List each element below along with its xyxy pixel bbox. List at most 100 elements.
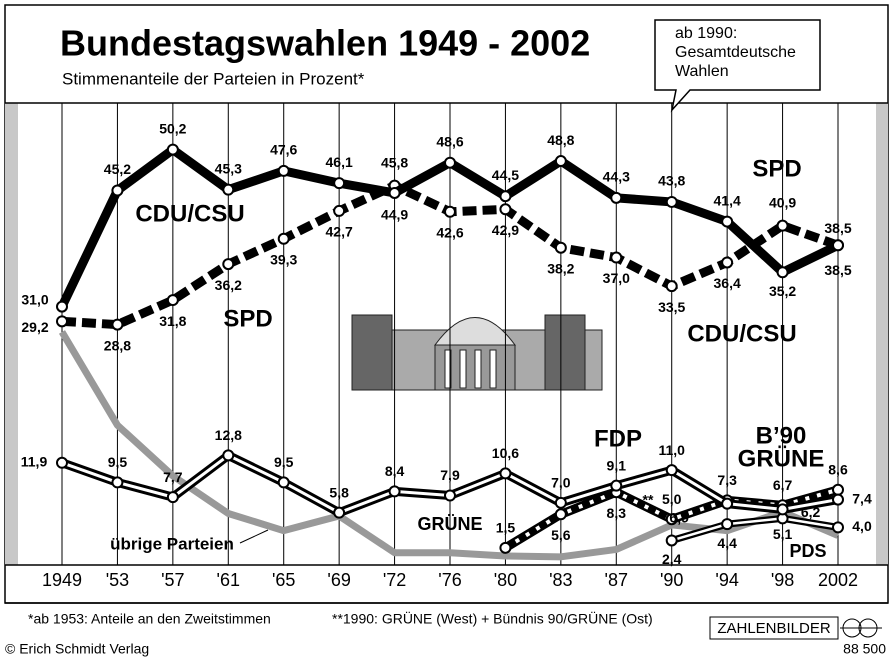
point bbox=[611, 481, 621, 491]
point bbox=[778, 267, 788, 277]
value-label: 47,6 bbox=[270, 142, 297, 158]
point bbox=[112, 477, 122, 487]
point bbox=[722, 217, 732, 227]
point bbox=[334, 508, 344, 518]
value-label: 5,8 bbox=[329, 484, 349, 500]
annotation: ** bbox=[643, 492, 654, 508]
value-label: 33,5 bbox=[658, 299, 685, 315]
point bbox=[556, 243, 566, 253]
callout-text: ab 1990: bbox=[675, 25, 737, 42]
point bbox=[334, 178, 344, 188]
point bbox=[611, 193, 621, 203]
point bbox=[390, 188, 400, 198]
x-tick-label: 1949 bbox=[42, 570, 82, 590]
x-tick-label: '57 bbox=[161, 570, 184, 590]
value-label: 35,2 bbox=[769, 283, 796, 299]
series-label: GRÜNE bbox=[417, 514, 482, 534]
point bbox=[168, 492, 178, 502]
point bbox=[500, 204, 510, 214]
value-label: 5,1 bbox=[773, 526, 793, 542]
value-label: 36,4 bbox=[714, 275, 741, 291]
value-label: 41,4 bbox=[714, 192, 741, 208]
x-tick-label: '94 bbox=[715, 570, 738, 590]
footnote: *ab 1953: Anteile an den Zweitstimmen bbox=[28, 611, 271, 627]
x-tick-label: '72 bbox=[383, 570, 406, 590]
value-label: 12,8 bbox=[215, 427, 242, 443]
value-label: 9,5 bbox=[108, 454, 128, 470]
value-label: 38,5 bbox=[824, 220, 851, 236]
x-tick-label: '98 bbox=[771, 570, 794, 590]
series-label: GRÜNE bbox=[738, 445, 825, 472]
point bbox=[500, 543, 510, 553]
point bbox=[667, 281, 677, 291]
point bbox=[445, 490, 455, 500]
value-label: 44,5 bbox=[492, 167, 519, 183]
series-label: CDU/CSU bbox=[135, 200, 244, 227]
value-label: 37,0 bbox=[603, 270, 630, 286]
x-tick-label: '90 bbox=[660, 570, 683, 590]
value-label: 36,2 bbox=[215, 277, 242, 293]
value-label: 42,7 bbox=[326, 224, 353, 240]
point bbox=[112, 320, 122, 330]
callout-text: Wahlen bbox=[675, 63, 729, 80]
value-label: 48,8 bbox=[547, 132, 574, 148]
point bbox=[556, 156, 566, 166]
brand: ZAHLENBILDER bbox=[717, 620, 831, 637]
value-label: 5,0 bbox=[662, 491, 682, 507]
chart-title: Bundestagswahlen 1949 - 2002 bbox=[60, 23, 590, 64]
point bbox=[778, 504, 788, 514]
series-label: SPD bbox=[752, 155, 801, 182]
publisher: © Erich Schmidt Verlag bbox=[5, 641, 149, 657]
point bbox=[556, 498, 566, 508]
value-label: 48,6 bbox=[436, 133, 463, 149]
value-label: 6,9 bbox=[669, 509, 689, 525]
x-tick-label: '61 bbox=[217, 570, 240, 590]
value-label: 40,9 bbox=[769, 194, 796, 210]
point bbox=[833, 522, 843, 532]
x-tick-label: '80 bbox=[494, 570, 517, 590]
value-label: 44,9 bbox=[381, 207, 408, 223]
value-label: 46,1 bbox=[326, 154, 353, 170]
point bbox=[390, 486, 400, 496]
point bbox=[722, 519, 732, 529]
value-label: 42,6 bbox=[436, 224, 463, 240]
point bbox=[168, 295, 178, 305]
point bbox=[833, 485, 843, 495]
value-label: 45,2 bbox=[104, 161, 131, 177]
value-label: 7,3 bbox=[717, 472, 737, 488]
footnote: **1990: GRÜNE (West) + Bündnis 90/GRÜNE … bbox=[332, 610, 653, 627]
point bbox=[223, 259, 233, 269]
value-label: 8,6 bbox=[828, 461, 848, 477]
point bbox=[279, 166, 289, 176]
value-label: 7,7 bbox=[163, 469, 183, 485]
value-label: 4,4 bbox=[717, 535, 737, 551]
series-label: CDU/CSU bbox=[687, 320, 796, 347]
x-tick-label: 2002 bbox=[818, 570, 858, 590]
value-label: 6,2 bbox=[801, 504, 821, 520]
value-label: 6,7 bbox=[773, 477, 793, 493]
point bbox=[667, 197, 677, 207]
value-label: 38,2 bbox=[547, 260, 574, 276]
x-tick-label: '76 bbox=[438, 570, 461, 590]
point bbox=[168, 145, 178, 155]
value-label: 50,2 bbox=[159, 120, 186, 136]
value-label: 7,0 bbox=[551, 475, 571, 491]
value-label: 7,4 bbox=[852, 490, 872, 506]
point bbox=[667, 465, 677, 475]
x-tick-label: '87 bbox=[605, 570, 628, 590]
point bbox=[223, 450, 233, 460]
value-label: 31,0 bbox=[21, 291, 48, 307]
x-tick-label: '83 bbox=[549, 570, 572, 590]
value-label: 11,0 bbox=[658, 442, 685, 458]
point bbox=[112, 185, 122, 195]
point bbox=[57, 316, 67, 326]
x-tick-label: '69 bbox=[327, 570, 350, 590]
value-label: 5,6 bbox=[551, 527, 571, 543]
value-label: 39,3 bbox=[270, 251, 297, 267]
point bbox=[279, 234, 289, 244]
point bbox=[500, 468, 510, 478]
value-label: 2,4 bbox=[662, 551, 682, 567]
brand-logo bbox=[840, 619, 882, 637]
value-label: 45,8 bbox=[381, 154, 408, 170]
series-label: FDP bbox=[594, 425, 642, 452]
